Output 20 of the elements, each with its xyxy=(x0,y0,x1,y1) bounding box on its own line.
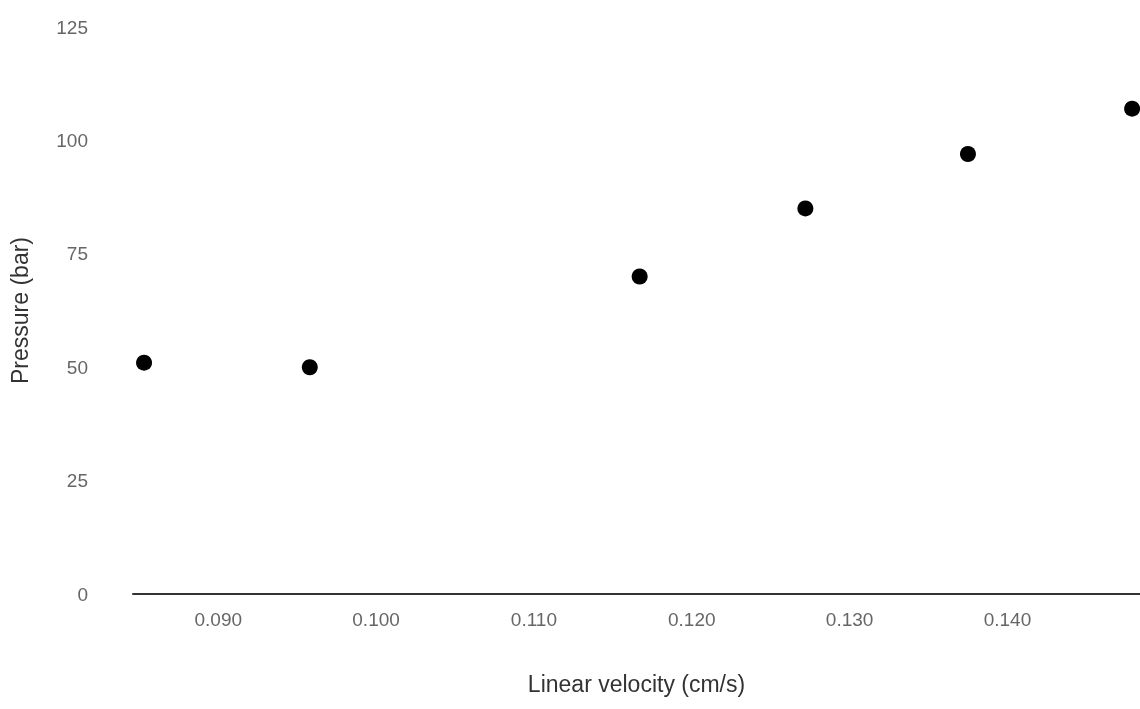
x-tick-label: 0.140 xyxy=(983,609,1032,630)
point xyxy=(959,146,976,162)
point xyxy=(136,354,153,371)
y-tick-label: 50 xyxy=(66,356,88,378)
y-tick-label: 125 xyxy=(56,16,88,38)
y-tick-label: 25 xyxy=(66,470,88,492)
x-tick-label: 0.090 xyxy=(194,609,243,630)
x-tick-label: 0.110 xyxy=(510,609,557,630)
point xyxy=(631,268,648,285)
y-tick-label: 100 xyxy=(56,129,88,151)
point xyxy=(797,200,814,217)
point xyxy=(1124,100,1140,117)
y-tick-label: 75 xyxy=(66,243,88,265)
x-tick-label: 0.100 xyxy=(352,609,400,630)
y-axis-title: Pressure (bar) xyxy=(6,237,33,384)
x-tick-label: 0.130 xyxy=(825,609,874,630)
x-axis-title: Linear velocity (cm/s) xyxy=(527,670,746,697)
x-tick-label: 0.120 xyxy=(667,609,716,630)
point xyxy=(301,359,318,376)
y-tick-label: 0 xyxy=(77,583,88,605)
